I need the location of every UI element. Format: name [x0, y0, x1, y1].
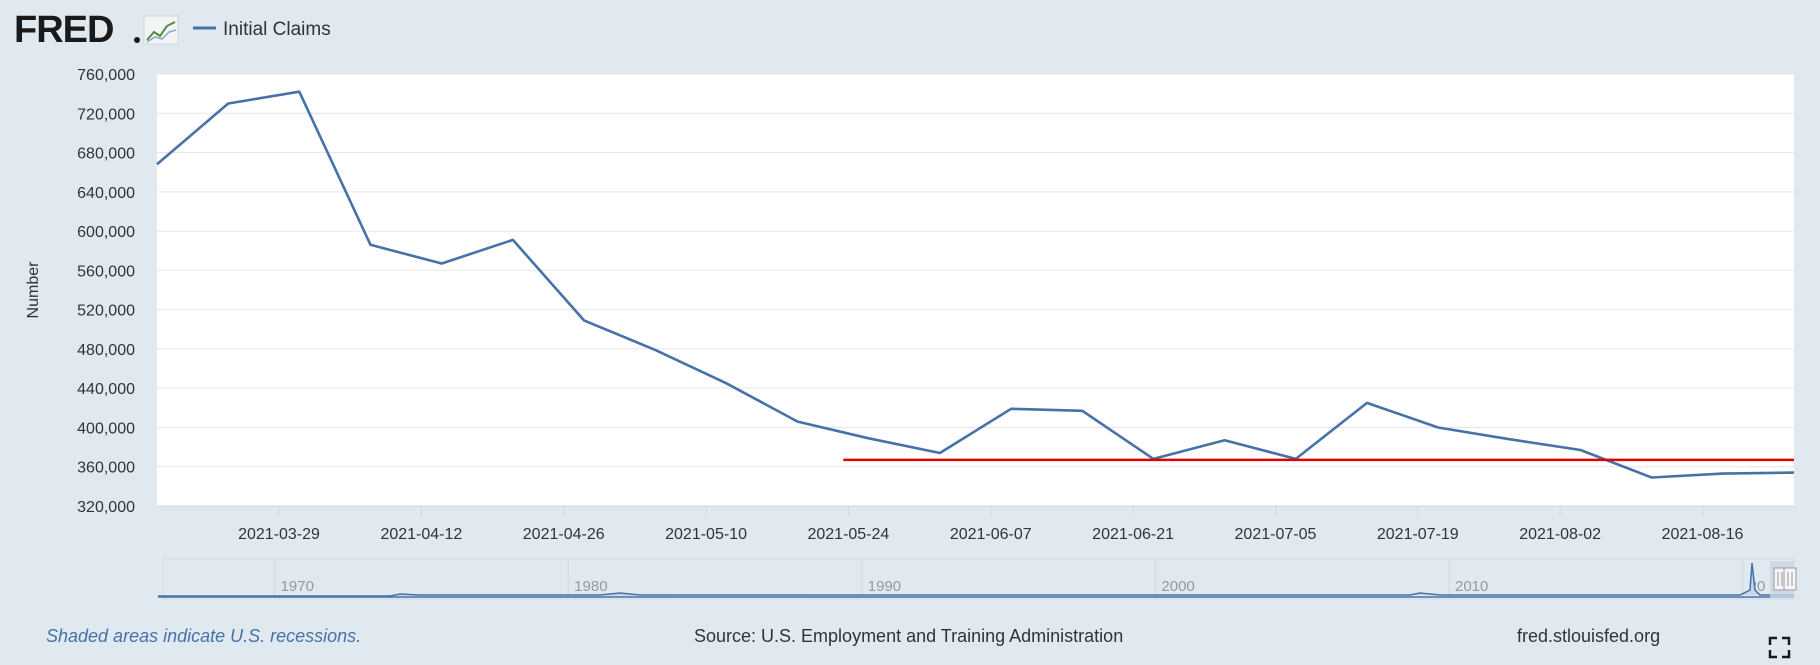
chart-line-icon	[143, 15, 179, 45]
y-tick-label: 680,000	[77, 146, 135, 163]
data-point	[938, 451, 941, 454]
y-tick-label: 560,000	[77, 263, 135, 280]
y-axis-ticks: 320,000 360,000 400,000 440,000 480,000 520,0…	[77, 67, 135, 516]
y-tick-label: 720,000	[77, 106, 135, 123]
plot-area	[157, 74, 1794, 506]
data-point	[511, 238, 514, 241]
navigator-area	[162, 558, 1795, 600]
data-point	[298, 90, 301, 93]
source-note: Source: U.S. Employment and Training Adm…	[694, 626, 1123, 646]
navigator[interactable]: 1970 1980 1990 2000 2010 20	[158, 558, 1797, 600]
x-tick-label: 2021-04-26	[523, 526, 605, 543]
legend[interactable]: Initial Claims	[193, 19, 331, 40]
grid-lines	[157, 73, 1794, 468]
fred-logo[interactable]: FRED	[14, 9, 179, 51]
navigator-year-label: 1980	[574, 578, 607, 595]
data-point	[1721, 472, 1724, 475]
y-tick-label: 640,000	[77, 185, 135, 202]
y-tick-label: 320,000	[77, 499, 135, 516]
data-point	[1793, 471, 1796, 474]
navigator-handle-right[interactable]	[1783, 567, 1797, 591]
data-point	[583, 319, 586, 322]
y-axis-label: Number	[25, 261, 42, 319]
data-point	[1437, 426, 1440, 429]
data-point	[1223, 439, 1226, 442]
legend-label: Initial Claims	[223, 19, 331, 40]
logo-dot	[134, 37, 140, 43]
data-point	[1081, 409, 1084, 412]
y-tick-label: 520,000	[77, 303, 135, 320]
data-point	[867, 437, 870, 440]
navigator-year-label: 2000	[1161, 578, 1194, 595]
x-tick-label: 2021-06-07	[950, 526, 1032, 543]
data-point	[227, 102, 230, 105]
site-link[interactable]: fred.stlouisfed.org	[1517, 626, 1660, 646]
data-point	[654, 348, 657, 351]
x-tick-label: 2021-05-24	[807, 526, 889, 543]
data-point	[1579, 449, 1582, 452]
data-point	[369, 243, 372, 246]
data-point	[1650, 476, 1653, 479]
x-tick-label: 2021-08-16	[1662, 526, 1744, 543]
data-point	[440, 262, 443, 265]
x-tick-label: 2021-07-05	[1235, 526, 1317, 543]
y-tick-label: 760,000	[77, 67, 135, 84]
x-tick-label: 2021-06-21	[1092, 526, 1174, 543]
data-point	[1010, 407, 1013, 410]
navigator-year-label: 1990	[868, 578, 901, 595]
x-tick-label: 2021-03-29	[238, 526, 320, 543]
x-tick-label: 2021-08-02	[1519, 526, 1601, 543]
x-tick-label: 2021-04-12	[380, 526, 462, 543]
data-point	[1508, 438, 1511, 441]
fullscreen-icon[interactable]	[1768, 636, 1791, 659]
series-layer	[156, 90, 1796, 479]
navigator-series	[158, 562, 1794, 597]
y-tick-label: 600,000	[77, 224, 135, 241]
navigator-year-label: 1970	[281, 578, 314, 595]
data-point	[725, 382, 728, 385]
recession-note: Shaded areas indicate U.S. recessions.	[46, 626, 361, 646]
data-point	[1365, 401, 1368, 404]
y-tick-label: 480,000	[77, 342, 135, 359]
y-tick-label: 440,000	[77, 381, 135, 398]
x-tick-label: 2021-07-19	[1377, 526, 1459, 543]
y-tick-label: 360,000	[77, 460, 135, 477]
data-point	[796, 420, 799, 423]
y-tick-label: 400,000	[77, 420, 135, 437]
navigator-year-label: 2010	[1455, 578, 1488, 595]
fred-logo-text: FRED	[14, 9, 113, 51]
x-axis-ticks: 2021-03-29 2021-04-12 2021-04-26 2021-05-10…	[157, 505, 1794, 543]
data-point	[156, 163, 159, 166]
series-line	[156, 90, 1795, 479]
x-tick-label: 2021-05-10	[665, 526, 747, 543]
